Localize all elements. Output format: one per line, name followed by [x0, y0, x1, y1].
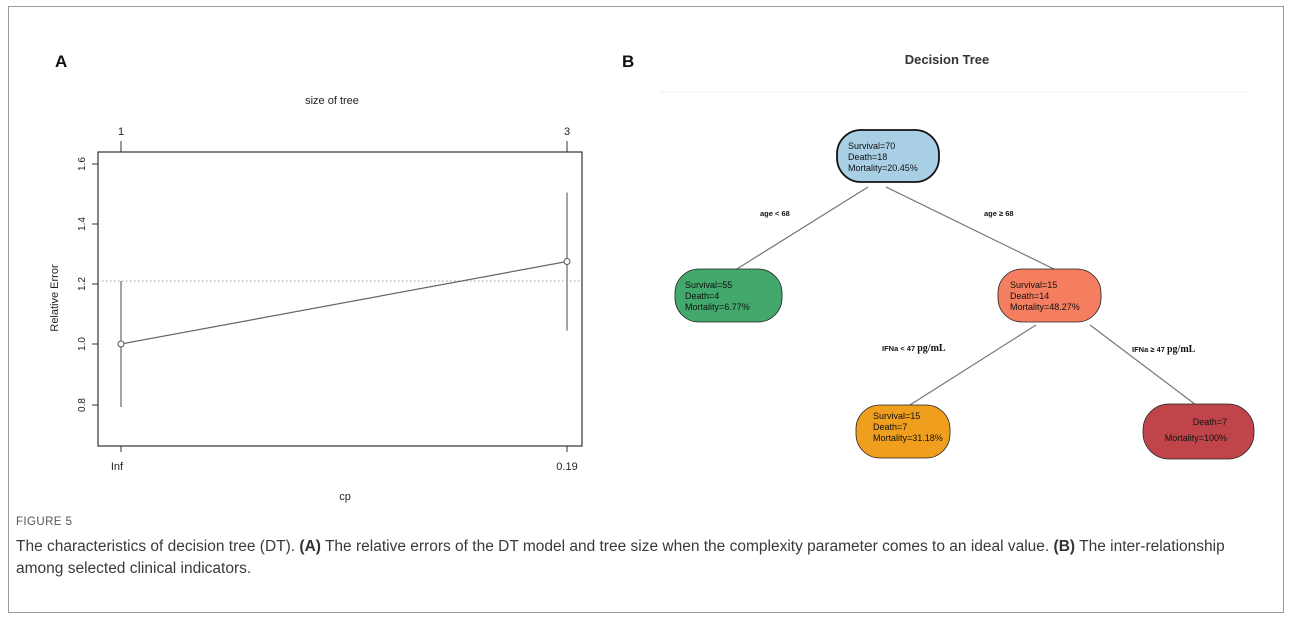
tree-node-left: Survival=55 Death=4 Mortality=6.77% — [674, 268, 783, 323]
node-line: Survival=70 — [848, 141, 895, 151]
node-shape — [674, 268, 783, 323]
node-shape — [997, 268, 1102, 323]
node-line: Death=7 — [873, 422, 907, 432]
caption-a-text: The relative errors of the DT model and … — [324, 538, 1050, 555]
y-tick-label: 0.8 — [77, 398, 88, 412]
panel-a-plot: size of tree 1 3 Relative Error 0.8 1.0 … — [49, 95, 583, 503]
x-tick-label: Inf — [111, 461, 124, 473]
node-line: Death=7 — [1193, 417, 1227, 427]
y-tick-label: 1.0 — [77, 337, 88, 351]
node-line: Survival=15 — [873, 411, 920, 421]
y-axis-title: Relative Error — [49, 264, 61, 332]
y-tick-label: 1.6 — [77, 157, 88, 171]
tree-node-right: Survival=15 Death=14 Mortality=48.27% — [997, 268, 1102, 323]
tree-edge — [731, 186, 869, 273]
tree-edge — [901, 324, 1037, 411]
x-tick-label: 0.19 — [556, 461, 577, 473]
node-line: Death=4 — [685, 291, 719, 301]
tree-edge — [1089, 324, 1201, 409]
caption-b-tag: (B) — [1053, 538, 1076, 555]
node-line: Death=14 — [1010, 291, 1049, 301]
panel-b-tree: Decision Tree age < 68 age ≥ 68 IFNa < 4… — [660, 52, 1255, 460]
node-shape — [836, 129, 940, 183]
node-line: Death=18 — [848, 152, 887, 162]
figure-label: FIGURE 5 — [16, 516, 73, 528]
caption-intro: The characteristics of decision tree (DT… — [16, 538, 296, 555]
caption-text: The characteristics of decision tree (DT… — [16, 536, 1271, 580]
top-tick-label: 1 — [118, 126, 124, 138]
data-point — [563, 258, 571, 265]
node-line: Mortality=100% — [1165, 433, 1227, 443]
node-line: Mortality=20.45% — [848, 163, 918, 173]
data-point — [117, 340, 125, 348]
plot-frame — [97, 151, 583, 447]
panel-b-label: B — [622, 52, 635, 71]
plot-a-marks — [98, 192, 582, 407]
tree-node-right-low: Death=7 Mortality=100% — [1142, 403, 1255, 460]
node-line: Mortality=6.77% — [685, 302, 750, 312]
edge-label: age < 68 — [760, 209, 790, 218]
tree-node-root: Survival=70 Death=18 Mortality=20.45% — [836, 129, 940, 183]
node-shape — [1142, 403, 1255, 460]
edge-label: age ≥ 68 — [984, 209, 1014, 218]
edge-label: IFNa ≥ 47 pg/mL — [1132, 344, 1196, 355]
y-tick-label: 1.2 — [77, 277, 88, 291]
node-line: Survival=15 — [1010, 280, 1057, 290]
panel-a-label: A — [55, 52, 68, 71]
series-line — [120, 260, 568, 345]
top-tick-label: 3 — [564, 126, 570, 138]
node-shape — [855, 404, 951, 459]
y-ticks: 0.8 1.0 1.2 1.4 1.6 — [77, 157, 98, 412]
y-tick-label: 1.4 — [77, 217, 88, 231]
caption-a-tag: (A) — [299, 538, 321, 555]
x-axis-title: cp — [339, 491, 351, 503]
figure-caption: FIGURE 5 The characteristics of decision… — [16, 516, 1271, 580]
edge-label: IFNa < 47 pg/mL — [882, 343, 946, 354]
tree-node-mid-low: Survival=15 Death=7 Mortality=31.18% — [855, 404, 951, 459]
tree-title: Decision Tree — [905, 52, 990, 67]
node-line: Survival=55 — [685, 280, 732, 290]
top-axis-title: size of tree — [305, 95, 359, 107]
tree-edge — [885, 186, 1061, 273]
caption-b-text: The inter-relationship among selected cl… — [16, 538, 1225, 577]
node-line: Mortality=31.18% — [873, 433, 943, 443]
node-line: Mortality=48.27% — [1010, 302, 1080, 312]
